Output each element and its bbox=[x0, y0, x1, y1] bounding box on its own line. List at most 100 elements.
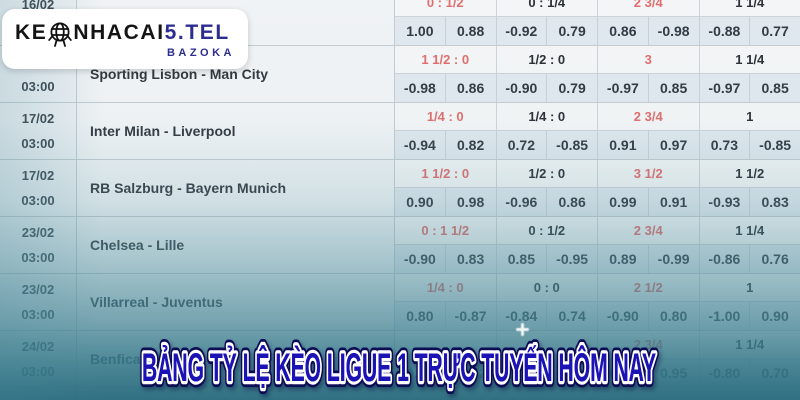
odds-row: -0.94 0.82 0.72 -0.85 0.91 0.97 0.73 -0.… bbox=[395, 131, 800, 159]
odds-cell[interactable]: -0.86 bbox=[546, 359, 597, 387]
match-name-cell[interactable]: RB Salzburg - Bayern Munich bbox=[77, 160, 395, 216]
handicap-cell: 1 1/2 : 0 bbox=[421, 52, 470, 67]
odds-cell[interactable]: 0.86 bbox=[597, 17, 648, 45]
odds-cell[interactable]: -0.85 bbox=[749, 131, 800, 159]
odds-cell[interactable]: -0.84 bbox=[495, 302, 547, 330]
odds-cell[interactable]: -1.00 bbox=[698, 302, 750, 330]
odds-cell[interactable]: 0.83 bbox=[444, 245, 496, 273]
odds-cell[interactable]: 0.97 bbox=[647, 131, 699, 159]
handicap-cell: 2 1/2 bbox=[597, 274, 699, 301]
odds-cell[interactable]: -0.98 bbox=[647, 17, 699, 45]
odds-cell[interactable]: 0.80 bbox=[647, 302, 699, 330]
odds-cell[interactable]: 0.76 bbox=[495, 359, 547, 387]
odds-cell[interactable]: 0.80 bbox=[406, 308, 434, 324]
handicap-cell: 3 1/2 bbox=[597, 160, 699, 187]
odds-cell[interactable]: 0.86 bbox=[444, 74, 496, 102]
match-name: Benfica - Ajax bbox=[90, 351, 183, 367]
odds-cell[interactable]: 0.82 bbox=[444, 131, 496, 159]
odds-cell[interactable]: -0.88 bbox=[698, 17, 750, 45]
match-name-cell[interactable]: Chelsea - Lille bbox=[77, 217, 395, 273]
odds-cell[interactable]: -0.93 bbox=[698, 188, 750, 216]
odds-cell[interactable]: 0.98 bbox=[444, 188, 496, 216]
odds-cell[interactable]: 0.95 bbox=[597, 359, 648, 387]
match-time: 03:00 bbox=[21, 306, 55, 322]
odds-cell[interactable]: 0.95 bbox=[647, 359, 699, 387]
odds-cell[interactable]: -0.92 bbox=[444, 359, 496, 387]
match-row: 23/02 03:00 Chelsea - Lille 0 : 1 1/2 0 … bbox=[0, 217, 800, 274]
odds-cell[interactable]: -0.95 bbox=[546, 245, 597, 273]
odds-row: -0.98 0.86 -0.90 0.79 -0.97 0.85 -0.97 0… bbox=[395, 74, 800, 102]
odds-cell[interactable]: -0.86 bbox=[698, 245, 750, 273]
odds-cell[interactable]: -0.97 bbox=[597, 74, 648, 102]
logo-wordmark: KE NHACAI 5.TEL bbox=[2, 19, 248, 48]
odds-cell[interactable]: 1.00 bbox=[406, 23, 434, 39]
match-name: RB Salzburg - Bayern Munich bbox=[90, 180, 287, 196]
odds-cell[interactable]: 0.73 bbox=[698, 131, 750, 159]
odds-cell[interactable]: -0.99 bbox=[647, 245, 699, 273]
odds-cell[interactable]: -0.90 bbox=[495, 74, 547, 102]
odds-cell[interactable]: 0.90 bbox=[406, 194, 434, 210]
odds-cell[interactable]: -0.85 bbox=[546, 131, 597, 159]
odds-cell[interactable]: 0.99 bbox=[597, 188, 648, 216]
match-time: 03:00 bbox=[21, 363, 55, 379]
odds-cell[interactable]: 0.85 bbox=[406, 365, 434, 381]
odds-cell[interactable]: -0.94 bbox=[403, 137, 436, 153]
match-name-cell[interactable]: Villarreal - Juventus bbox=[77, 274, 395, 330]
match-datetime: 17/02 03:00 bbox=[0, 160, 77, 216]
odds-cell[interactable]: 0.72 bbox=[495, 131, 547, 159]
odds-cell[interactable]: 0.86 bbox=[546, 188, 597, 216]
match-date: 17/02 bbox=[21, 167, 55, 183]
odds-cell[interactable]: 0.91 bbox=[647, 188, 699, 216]
odds-cell[interactable]: 0.88 bbox=[444, 17, 496, 45]
odds-cell[interactable]: 0.85 bbox=[749, 74, 800, 102]
odds-cell[interactable]: 0.85 bbox=[647, 74, 699, 102]
match-datetime: 17/02 03:00 bbox=[0, 103, 77, 159]
odds-cell[interactable]: 0.90 bbox=[749, 302, 800, 330]
odds-cell[interactable]: -0.87 bbox=[444, 302, 496, 330]
match-name-cell[interactable]: Benfica - Ajax bbox=[77, 331, 395, 387]
odds-cell[interactable]: 0.91 bbox=[597, 131, 648, 159]
handicap-cell: 1 bbox=[698, 274, 800, 301]
match-name-cell[interactable]: Inter Milan - Liverpool bbox=[77, 103, 395, 159]
logo-text-prefix: KE bbox=[15, 20, 48, 44]
odds-cell[interactable]: 0.85 bbox=[495, 245, 547, 273]
match-name-cell[interactable] bbox=[77, 388, 395, 400]
odds-cell[interactable]: 0.89 bbox=[597, 245, 648, 273]
globe-mascot-icon bbox=[48, 21, 73, 48]
handicap-cell: 2 3/4 bbox=[597, 103, 699, 130]
odds-cell[interactable]: 0.83 bbox=[749, 188, 800, 216]
odds-cell[interactable]: -0.90 bbox=[403, 251, 436, 267]
odds-cell[interactable]: 0.79 bbox=[546, 74, 597, 102]
odds-cell[interactable]: -0.98 bbox=[403, 80, 436, 96]
odds-cell[interactable]: -0.97 bbox=[698, 74, 750, 102]
odds-cell[interactable]: 0.79 bbox=[546, 17, 597, 45]
match-datetime: 24/02 03:00 bbox=[0, 331, 77, 387]
match-name: Inter Milan - Liverpool bbox=[90, 123, 236, 139]
odds-row: 1.00 0.88 -0.92 0.79 0.86 -0.98 -0.88 0.… bbox=[395, 17, 800, 45]
odds-cell[interactable]: 0.70 bbox=[749, 359, 800, 387]
match-odds-area: 1 1/2 : 0 1/2 : 0 3 1 1/4 -0.98 0.86 -0.… bbox=[395, 46, 800, 102]
odds-cell[interactable]: 0.77 bbox=[749, 17, 800, 45]
match-odds-area bbox=[395, 388, 800, 400]
handicap-cell bbox=[495, 331, 598, 358]
odds-cell[interactable]: -0.90 bbox=[597, 302, 648, 330]
odds-cell[interactable]: -0.92 bbox=[495, 17, 547, 45]
handicap-cell bbox=[395, 331, 496, 358]
handicap-cell: 1/4 : 0 bbox=[426, 280, 464, 295]
match-row bbox=[0, 388, 800, 400]
match-date: 23/02 bbox=[21, 224, 55, 240]
match-odds-area: 2 3/4 1 1/4 0.85 -0.92 0.76 -0.86 0.95 0… bbox=[395, 331, 800, 387]
handicap-cell: 1 1/4 bbox=[698, 46, 800, 73]
odds-cell[interactable]: 0.76 bbox=[749, 245, 800, 273]
odds-cell[interactable]: 0.74 bbox=[546, 302, 597, 330]
odds-cell[interactable]: -0.80 bbox=[698, 359, 750, 387]
odds-row: 0.90 0.98 -0.96 0.86 0.99 0.91 -0.93 0.8… bbox=[395, 188, 800, 216]
match-odds-area: 1/4 : 0 1/4 : 0 2 3/4 1 -0.94 0.82 0.72 … bbox=[395, 103, 800, 159]
odds-cell[interactable]: -0.96 bbox=[495, 188, 547, 216]
handicap-cell: 1 1/4 bbox=[698, 217, 800, 244]
handicap-row: 1 1/2 : 0 1/2 : 0 3 1/2 1 1/2 bbox=[395, 160, 800, 188]
logo[interactable]: KE NHACAI 5.TEL BAZOK bbox=[2, 9, 248, 69]
match-time: 03:00 bbox=[21, 135, 55, 151]
match-row: 23/02 03:00 Villarreal - Juventus 1/4 : … bbox=[0, 274, 800, 331]
